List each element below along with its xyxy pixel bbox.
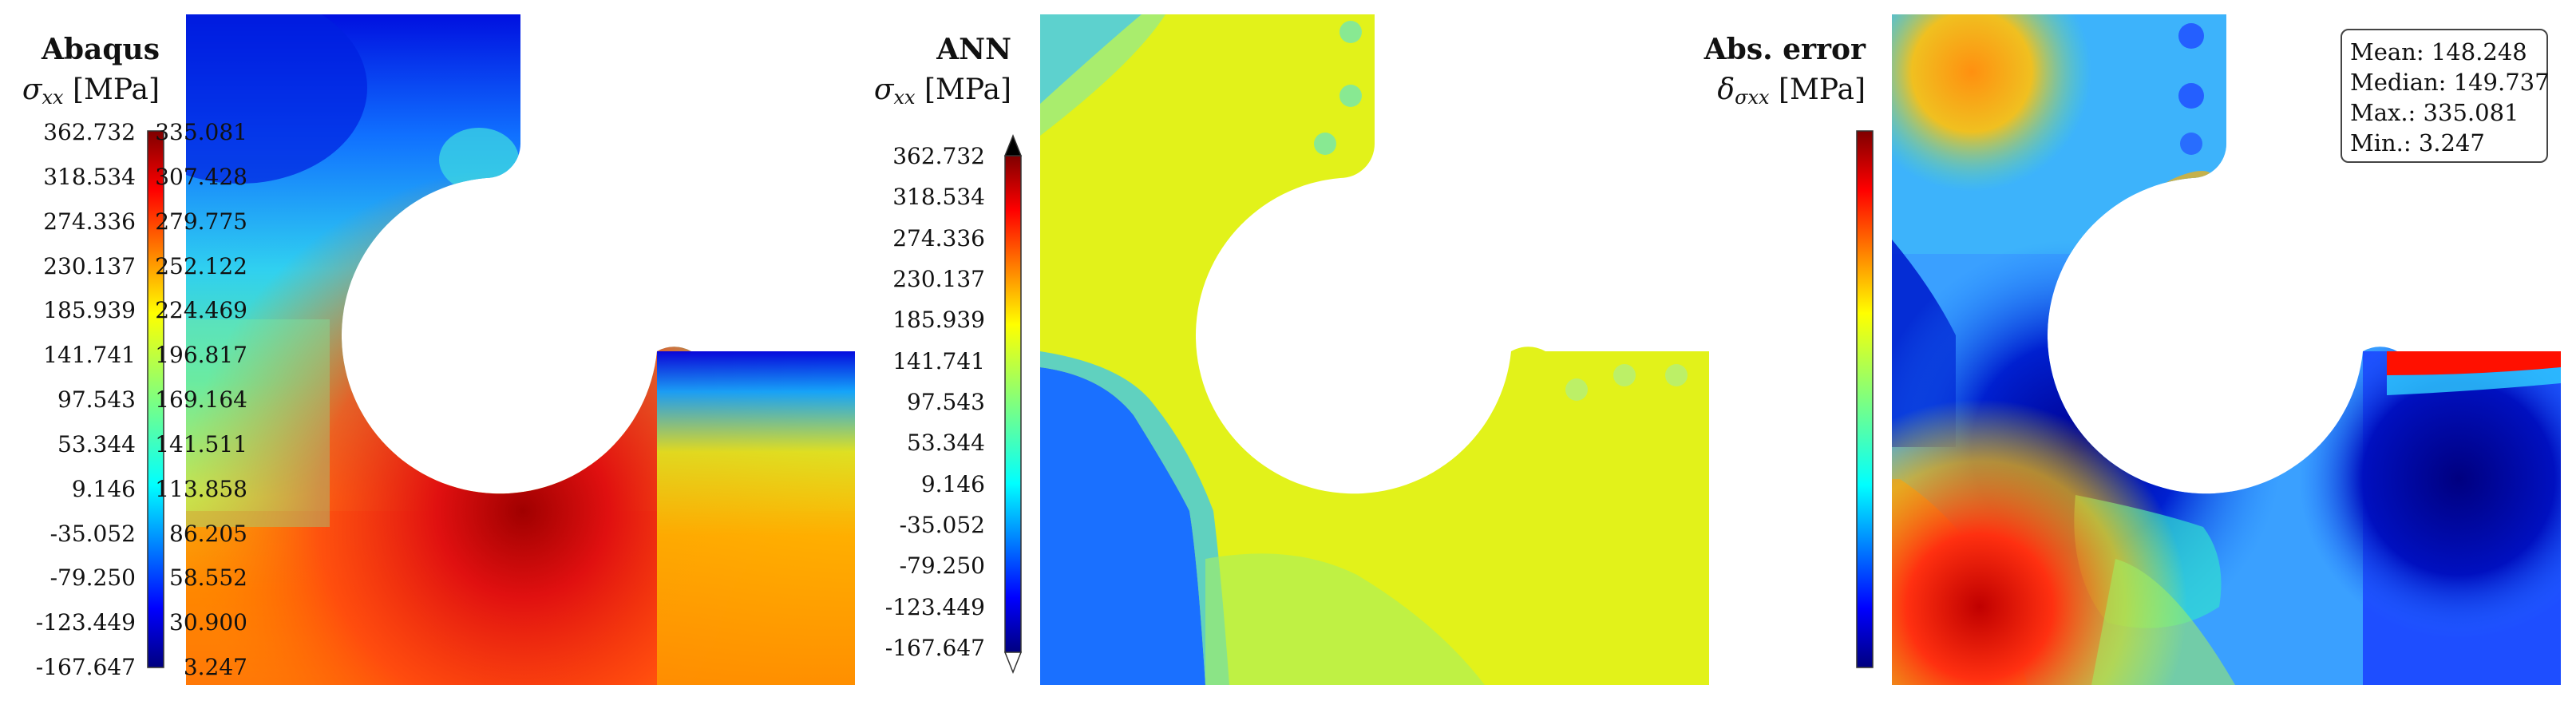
stats-mean: Mean: 148.248 (2350, 38, 2527, 65)
colorbar-tick-label: 274.336 (892, 224, 985, 251)
ann-quantity-label: σxx [MPa] (873, 73, 1011, 109)
error-colorbar (1856, 130, 1874, 668)
colorbar-tick-label: 97.543 (57, 386, 136, 413)
colorbar-tick-label: 30.900 (169, 609, 247, 636)
colorbar-tick-label: 9.146 (920, 470, 985, 497)
colorbar-tick-label: 3.247 (183, 654, 247, 680)
colorbar-tick-label: 141.741 (43, 342, 136, 369)
colorbar-tick-label: -79.250 (49, 564, 136, 592)
colorbar-tick-label: 185.939 (892, 307, 985, 334)
colorbar-tick-label: 279.775 (155, 208, 247, 235)
colorbar-tick-label: 362.732 (892, 143, 985, 169)
abaqus-quantity-label: σxx [MPa] (22, 73, 160, 109)
colorbar-tick-label: 318.534 (892, 184, 985, 211)
colorbar-tick-label: 53.344 (907, 430, 985, 457)
colorbar-tick-label: -167.647 (884, 635, 985, 661)
error-quantity-label: δσxx [MPa] (1717, 73, 1866, 109)
stats-median: Median: 149.737 (2350, 69, 2550, 96)
colorbar-tick-label: 185.939 (43, 297, 136, 324)
abaqus-unit: [MPa] (72, 73, 160, 106)
colorbar-tick-label: 318.534 (43, 163, 136, 190)
error-unit: [MPa] (1778, 73, 1866, 106)
stats-max: Max.: 335.081 (2350, 99, 2519, 126)
colorbar-tick-label: 9.146 (71, 475, 136, 502)
colorbar-tick-label: 196.817 (155, 342, 247, 369)
colorbar-tick-label: 230.137 (892, 266, 985, 292)
colorbar-tick-label: -123.449 (35, 609, 136, 636)
colorbar-tick-label: 335.081 (155, 119, 247, 145)
colorbar-tick-label: -167.647 (35, 654, 136, 680)
error-quantity-subscript: σxx (1735, 86, 1770, 109)
colorbar-tick-label: 141.511 (155, 430, 247, 457)
colorbar-tick-label: 86.205 (169, 520, 247, 547)
stats-min: Min.: 3.247 (2350, 129, 2485, 156)
colorbar-tick-label: 224.469 (155, 297, 247, 324)
colorbar-tick-label: 169.164 (155, 386, 247, 413)
colorbar-tick-label: 113.858 (155, 475, 247, 502)
colorbar-tick-label: -35.052 (49, 520, 136, 547)
colorbar-tick-label: 274.336 (43, 208, 136, 235)
colorbar-tick-label: 252.122 (155, 252, 247, 279)
error-title: Abs. error (1703, 33, 1866, 66)
ann-colorbar (1003, 133, 1023, 675)
colorbar-tick-label: -123.449 (884, 593, 985, 620)
ann-contour-plot (1040, 14, 1709, 685)
colorbar-tick-label: 141.741 (892, 347, 985, 374)
colorbar-tick-label: 97.543 (907, 389, 985, 415)
colorbar-tick-label: 58.552 (169, 564, 247, 592)
ann-quantity-symbol: σ (873, 73, 894, 106)
ann-unit: [MPa] (924, 73, 1011, 106)
ann-title: ANN (936, 33, 1011, 66)
error-quantity-symbol: δ (1717, 73, 1735, 106)
abaqus-title: Abaqus (41, 33, 160, 66)
colorbar-tick-label: -79.250 (899, 552, 985, 580)
colorbar-tick-label: 53.344 (57, 430, 136, 457)
colorbar-tick-label: -35.052 (899, 512, 985, 538)
abaqus-quantity-subscript: xx (42, 86, 64, 109)
ann-quantity-subscript: xx (893, 86, 916, 109)
colorbar-tick-label: 362.732 (43, 119, 136, 145)
abaqus-quantity-symbol: σ (22, 73, 42, 106)
abaqus-colorbar (147, 130, 164, 668)
colorbar-tick-label: 307.428 (155, 163, 247, 190)
colorbar-tick-label: 230.137 (43, 252, 136, 279)
error-stats-box: Mean: 148.248 Median: 149.737 Max.: 335.… (2341, 29, 2550, 163)
